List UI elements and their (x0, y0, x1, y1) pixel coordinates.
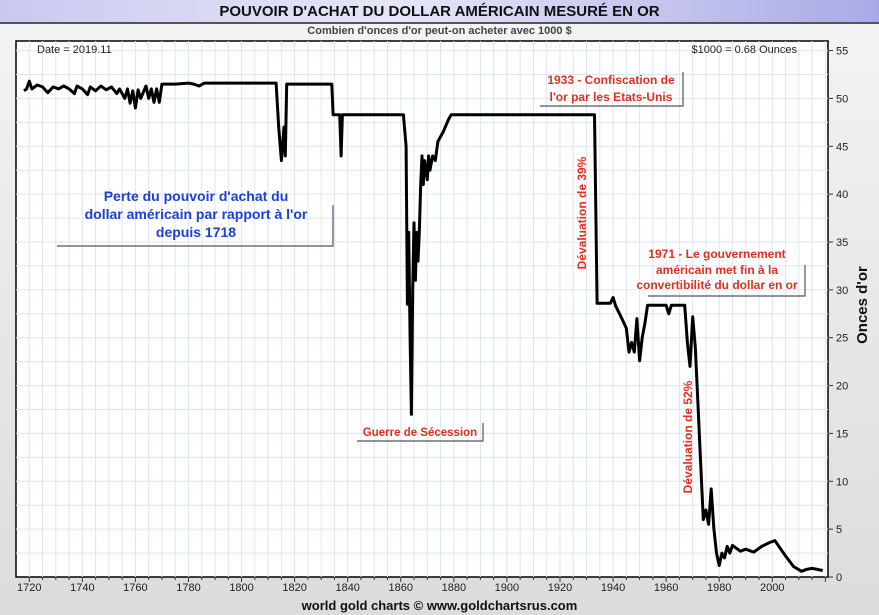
annotation-civil-war-text: Guerre de Sécession (363, 427, 477, 439)
x-tick-label: 1720 (17, 582, 41, 594)
x-tick-label: 1740 (70, 582, 94, 594)
chart-title: POUVOIR D'ACHAT DU DOLLAR AMÉRICAIN MESU… (219, 3, 660, 20)
y-tick-label: 35 (836, 237, 848, 249)
x-tick-label: 1860 (389, 582, 413, 594)
y-tick-label: 55 (836, 46, 848, 58)
x-tick-label: 1920 (548, 582, 572, 594)
y-tick-label: 5 (836, 524, 842, 536)
y-tick-label: 15 (836, 428, 848, 440)
y-tick-label: 50 (836, 93, 848, 105)
annotation-confiscation-line: 1933 - Confiscation de (547, 73, 675, 87)
x-tick-label: 1780 (176, 582, 200, 594)
y-tick-label: 45 (836, 141, 848, 153)
x-tick-label: 1900 (495, 582, 519, 594)
annotation-devaluation-39: Dévaluation de 39% (575, 156, 589, 269)
x-axis: 1720 1740 1760 1780 1800 1820 1840 1860 1880 1900… (17, 577, 826, 594)
annotation-1971: 1971 - Le gouvernement américain met fin… (636, 247, 806, 297)
annotation-main-line: depuis 1718 (156, 224, 236, 240)
grid (16, 41, 828, 577)
annotation-1971-line: convertibilité du dollar en or (636, 278, 798, 292)
x-tick-label: 1940 (601, 582, 625, 594)
x-tick-label: 1820 (282, 582, 306, 594)
annotation-confiscation-line: l'or par les Etats-Unis (550, 90, 673, 104)
y-axis: 0 5 10 15 20 25 30 35 40 45 50 55 (828, 46, 848, 584)
y-tick-label: 10 (836, 476, 848, 488)
value-label: $1000 = 0.68 Ounces (692, 44, 798, 56)
x-tick-label: 1880 (442, 582, 466, 594)
x-tick-label: 1960 (654, 582, 678, 594)
annotation-civil-war: Guerre de Sécession (357, 423, 484, 442)
y-tick-label: 30 (836, 285, 848, 297)
y-tick-label: 25 (836, 333, 848, 345)
y-axis-label: Onces d'or (854, 266, 871, 344)
y-tick-label: 40 (836, 189, 848, 201)
footer-credit: world gold charts © www.goldchartsrus.co… (301, 598, 578, 613)
y-tick-label: 20 (836, 381, 848, 393)
x-tick-label: 1840 (335, 582, 359, 594)
annotation-1971-line: 1971 - Le gouvernement (648, 247, 785, 261)
x-tick-label: 1760 (123, 582, 147, 594)
series-line (23, 79, 823, 573)
date-label: Date = 2019.11 (37, 44, 112, 56)
annotation-main-line: Perte du pouvoir d'achat du (104, 188, 289, 204)
x-tick-label: 1980 (707, 582, 731, 594)
chart-subtitle: Combien d'onces d'or peut-on acheter ave… (307, 25, 572, 37)
annotation-devaluation-52: Dévaluation de 52% (681, 380, 695, 493)
annotation-main: Perte du pouvoir d'achat du dollar améri… (57, 188, 334, 247)
annotation-main-line: dollar américain par rapport à l'or (85, 206, 308, 222)
x-tick-label: 1800 (229, 582, 253, 594)
y-tick-label: 0 (836, 572, 842, 584)
x-tick-label: 2000 (760, 582, 784, 594)
annotation-1971-line: américain met fin à la (656, 263, 778, 277)
annotation-confiscation: 1933 - Confiscation de l'or par les Etat… (540, 72, 684, 107)
title-bar: POUVOIR D'ACHAT DU DOLLAR AMÉRICAIN MESU… (0, 0, 879, 24)
